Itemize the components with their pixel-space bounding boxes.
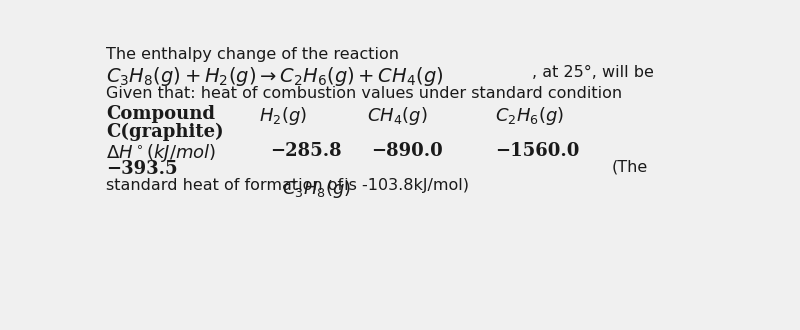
Text: , at 25°, will be: , at 25°, will be <box>533 65 654 80</box>
Text: −393.5: −393.5 <box>106 160 178 178</box>
Text: C(graphite): C(graphite) <box>106 123 224 141</box>
Text: The enthalpy change of the reaction: The enthalpy change of the reaction <box>106 47 399 62</box>
Text: $C_2H_6(g)$: $C_2H_6(g)$ <box>495 105 564 127</box>
Text: −1560.0: −1560.0 <box>495 142 580 160</box>
Text: standard heat of formation of: standard heat of formation of <box>106 178 349 193</box>
Text: −285.8: −285.8 <box>270 142 342 160</box>
Text: is -103.8kJ/mol): is -103.8kJ/mol) <box>338 178 469 193</box>
Text: Given that: heat of combustion values under standard condition: Given that: heat of combustion values un… <box>106 86 622 101</box>
Text: $CH_4(g)$: $CH_4(g)$ <box>367 105 428 127</box>
Text: $C_3H_8(g) + H_2(g) \rightarrow C_2H_6(g) + CH_4(g)$: $C_3H_8(g) + H_2(g) \rightarrow C_2H_6(g… <box>106 65 444 88</box>
Text: $\Delta H^\circ(kJ/mol)$: $\Delta H^\circ(kJ/mol)$ <box>106 142 217 164</box>
Text: $H_2(g)$: $H_2(g)$ <box>259 105 307 127</box>
Text: (The: (The <box>611 160 648 175</box>
Text: Compound: Compound <box>106 105 215 123</box>
Text: −890.0: −890.0 <box>371 142 443 160</box>
Text: $C_3H_8(g)$: $C_3H_8(g)$ <box>282 178 351 200</box>
